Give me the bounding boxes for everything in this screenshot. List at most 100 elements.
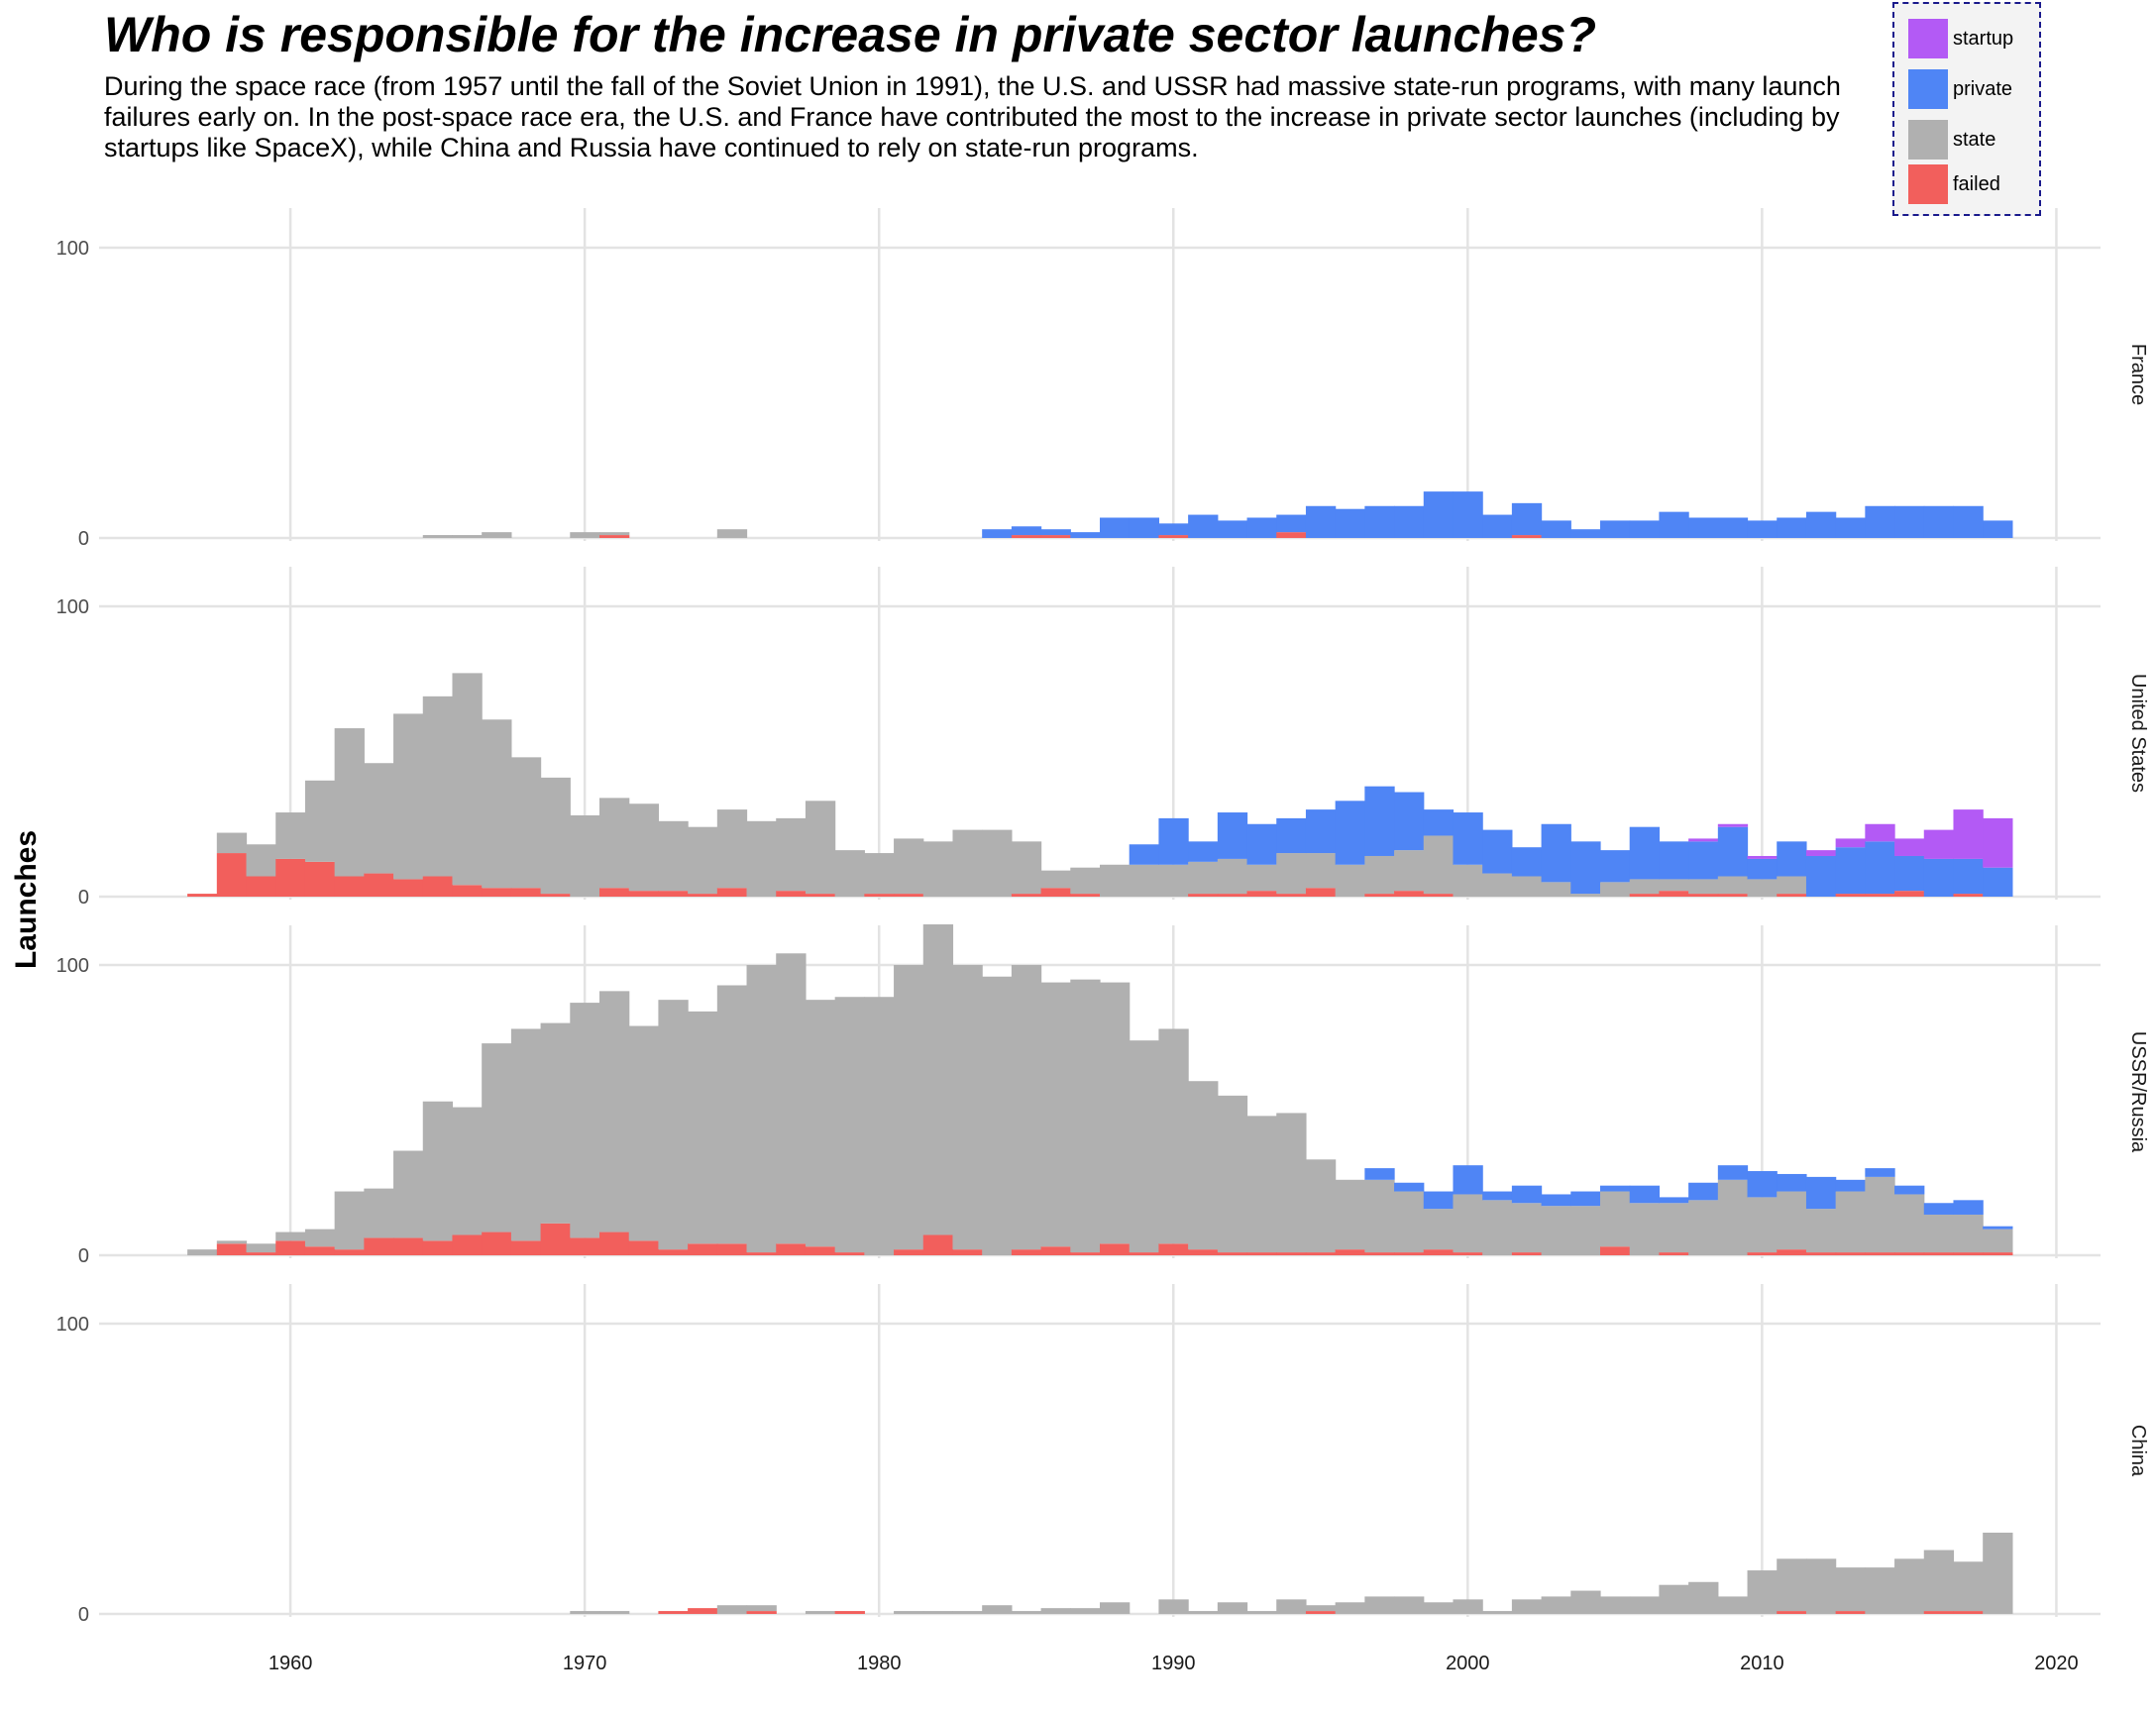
- bar-state: [1511, 876, 1543, 897]
- bar-state: [1335, 864, 1365, 897]
- bar-state: [1541, 1206, 1571, 1255]
- bar-state: [510, 757, 542, 889]
- bar-state: [1423, 1602, 1455, 1614]
- bar-state: [1482, 873, 1513, 897]
- y-axis-label: Launches: [10, 830, 43, 969]
- bar-failed: [304, 861, 336, 897]
- bar-state: [216, 832, 248, 854]
- bar-private: [1511, 847, 1543, 877]
- bar-failed: [334, 1249, 365, 1255]
- bar-state: [746, 1605, 777, 1612]
- bar-failed: [658, 891, 689, 897]
- bar-private: [1953, 858, 1984, 895]
- bar-state: [864, 853, 895, 895]
- bar-private: [1453, 1165, 1483, 1195]
- bar-failed: [364, 873, 394, 897]
- bar-state: [805, 801, 836, 895]
- legend: startup private state failed: [1892, 2, 2041, 216]
- x-tick-label: 2010: [1740, 1653, 1784, 1674]
- bar-private: [1983, 867, 2013, 897]
- bar-failed: [805, 1246, 836, 1255]
- bar-failed: [570, 1237, 600, 1255]
- bar-state: [1188, 1611, 1219, 1614]
- bar-private: [1453, 491, 1483, 538]
- bar-state: [1158, 864, 1189, 897]
- bar-startup: [1835, 838, 1866, 848]
- bar-state: [716, 1605, 748, 1614]
- bar-state: [570, 1611, 600, 1614]
- bar-private: [982, 529, 1013, 538]
- bar-state: [628, 1025, 660, 1241]
- legend-key-startup: [1908, 19, 1948, 58]
- bar-state: [1629, 879, 1661, 895]
- bar-failed: [1835, 1611, 1866, 1614]
- bar-private: [1894, 855, 1925, 892]
- bar-private: [1423, 1191, 1455, 1210]
- bar-private: [1246, 517, 1277, 538]
- legend-key-state: [1908, 120, 1948, 160]
- bar-private: [1747, 520, 1778, 538]
- bar-private: [1453, 812, 1483, 865]
- bar-failed: [1511, 535, 1543, 538]
- bar-private: [1600, 520, 1631, 538]
- chart-title: Who is responsible for the increase in p…: [104, 7, 1596, 62]
- bar-private: [1158, 523, 1189, 536]
- bar-state: [1011, 1611, 1042, 1614]
- bar-startup: [1894, 838, 1925, 856]
- bar-failed: [1276, 1252, 1307, 1255]
- bar-state: [1865, 1567, 1895, 1614]
- bar-state: [482, 1043, 512, 1232]
- bar-state: [304, 1229, 336, 1247]
- bar-startup: [1688, 838, 1719, 842]
- bar-state: [1894, 1558, 1925, 1614]
- bar-private: [1188, 514, 1219, 538]
- bar-failed: [1659, 891, 1689, 897]
- bar-failed: [510, 1240, 542, 1255]
- bar-state: [1983, 1229, 2013, 1253]
- bar-private: [1070, 532, 1101, 538]
- legend-label-private: private: [1953, 78, 2013, 100]
- bar-state: [894, 1611, 924, 1614]
- bar-failed: [246, 876, 276, 897]
- bar-private: [1865, 1168, 1895, 1177]
- bar-state: [1777, 1558, 1807, 1612]
- bar-state: [1717, 1179, 1749, 1255]
- bar-private: [1541, 520, 1571, 538]
- bar-state: [716, 529, 748, 538]
- bar-state: [1129, 864, 1160, 897]
- facet-panel: 0 100 France: [56, 208, 2149, 550]
- bar-state: [1600, 882, 1631, 897]
- bar-state: [1217, 1602, 1248, 1614]
- bar-private: [1805, 511, 1837, 538]
- bar-state: [1688, 879, 1719, 895]
- x-tick-label: 1980: [857, 1653, 902, 1674]
- bar-private: [1570, 841, 1601, 895]
- bar-state: [570, 814, 600, 897]
- bar-private: [1188, 841, 1219, 862]
- bar-state: [570, 1003, 600, 1238]
- bar-state: [482, 719, 512, 889]
- bar-state: [422, 1101, 454, 1241]
- bar-state: [1717, 876, 1749, 895]
- bar-private: [1688, 841, 1719, 880]
- bar-failed: [1865, 894, 1895, 897]
- bar-failed: [1011, 894, 1042, 897]
- bar-failed: [688, 1243, 718, 1255]
- bar-state: [1246, 1116, 1277, 1253]
- bar-state: [452, 673, 483, 886]
- bar-failed: [482, 1232, 512, 1255]
- bar-failed: [599, 535, 630, 538]
- bar-private: [1394, 1182, 1425, 1192]
- bar-private: [1983, 520, 2013, 538]
- bar-private: [1600, 1185, 1631, 1192]
- bar-state: [1394, 1596, 1425, 1614]
- bar-failed: [628, 1240, 660, 1255]
- bar-state: [1129, 1040, 1160, 1253]
- bar-state: [746, 820, 777, 897]
- bar-failed: [1894, 891, 1925, 897]
- bar-failed: [1011, 535, 1042, 538]
- bar-failed: [1305, 888, 1337, 897]
- bar-startup: [1923, 829, 1955, 859]
- bar-state: [658, 1000, 689, 1250]
- bar-state: [1688, 1200, 1719, 1255]
